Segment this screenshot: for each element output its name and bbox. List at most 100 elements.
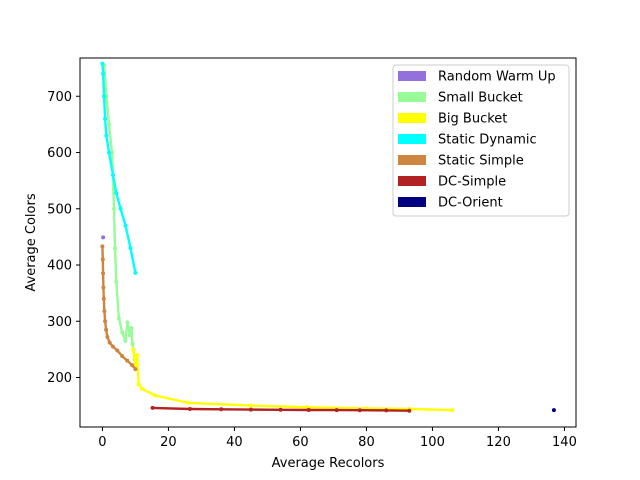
y-tick-label: 200 <box>47 371 72 386</box>
data-point-static-dynamic <box>111 173 115 177</box>
series-line-static-dynamic <box>101 62 137 275</box>
data-point-random-warm-up <box>101 235 106 240</box>
data-point-static-dynamic <box>128 246 133 251</box>
data-point-small-bucket <box>125 320 130 325</box>
x-tick-label: 120 <box>486 435 511 450</box>
data-point-dc-simple <box>407 408 412 413</box>
y-tick-label: 600 <box>47 146 72 161</box>
data-point-dc-simple <box>219 407 224 412</box>
data-point-small-bucket <box>110 150 114 155</box>
data-point-small-bucket <box>107 122 111 127</box>
data-point-static-simple <box>133 367 138 372</box>
plot-layer <box>100 61 556 413</box>
series-static-dynamic <box>100 61 138 275</box>
data-point-small-bucket <box>130 341 135 346</box>
data-point-small-bucket <box>112 206 116 211</box>
data-point-static-dynamic <box>107 150 111 155</box>
legend-swatch-random-warm-up <box>398 71 426 81</box>
y-tick-label: 700 <box>47 90 72 105</box>
data-point-static-simple <box>101 285 106 290</box>
data-point-dc-simple <box>187 407 192 411</box>
x-tick-label: 0 <box>98 435 106 450</box>
data-point-static-simple <box>103 319 108 324</box>
data-point-dc-simple <box>306 408 311 412</box>
y-axis-ticks: 200 300 400 500 600 700 <box>47 90 80 386</box>
data-point-static-dynamic <box>100 61 105 66</box>
x-tick-label: 100 <box>420 435 445 450</box>
series-dc-orient <box>551 408 556 413</box>
data-point-big-bucket <box>135 353 140 357</box>
x-tick-label: 20 <box>160 435 177 450</box>
data-point-big-bucket <box>131 347 136 352</box>
data-point-static-simple <box>111 344 115 349</box>
data-point-big-bucket <box>450 408 455 413</box>
data-point-static-simple <box>102 309 107 314</box>
data-point-static-simple <box>100 257 105 262</box>
data-point-static-dynamic <box>123 223 128 228</box>
plot-frame <box>79 57 577 428</box>
data-point-static-dynamic <box>104 133 109 138</box>
data-point-static-simple <box>130 363 135 368</box>
data-point-static-dynamic <box>101 71 106 76</box>
series-dc-simple <box>150 405 412 413</box>
data-point-static-dynamic <box>133 270 138 275</box>
data-point-static-simple <box>100 244 105 249</box>
series-small-bucket <box>102 63 137 362</box>
series-line-dc-simple <box>151 406 411 412</box>
legend-label-big-bucket: Big Bucket <box>438 112 507 127</box>
legend-label-static-dynamic: Static Dynamic <box>438 133 537 148</box>
data-point-big-bucket <box>153 393 158 398</box>
data-point-static-simple <box>115 348 120 353</box>
data-point-static-simple <box>105 335 110 339</box>
data-point-big-bucket <box>186 400 191 405</box>
data-point-static-simple <box>125 358 130 363</box>
x-tick-label: 80 <box>358 435 375 450</box>
data-point-static-dynamic <box>102 94 107 99</box>
legend-label-small-bucket: Small Bucket <box>438 91 523 106</box>
series-static-simple <box>100 244 138 372</box>
x-tick-label: 140 <box>552 435 577 450</box>
series-big-bucket <box>131 347 455 413</box>
data-point-small-bucket <box>116 316 121 321</box>
data-point-small-bucket <box>127 333 132 338</box>
data-point-dc-simple <box>357 408 362 413</box>
legend-label-dc-orient: DC-Orient <box>438 196 503 211</box>
data-point-static-simple <box>120 354 125 359</box>
series-random-warm-up <box>101 235 106 240</box>
data-point-dc-simple <box>248 407 253 412</box>
data-point-dc-simple <box>278 407 283 412</box>
x-tick-label: 60 <box>292 435 309 450</box>
data-point-static-simple <box>107 340 112 345</box>
data-point-dc-simple <box>384 408 389 413</box>
data-point-dc-simple <box>150 405 155 410</box>
data-point-static-dynamic <box>103 116 108 121</box>
y-tick-label: 400 <box>47 259 72 274</box>
data-point-small-bucket <box>113 246 117 251</box>
legend-swatch-dc-simple <box>398 176 426 186</box>
x-tick-label: 40 <box>226 435 243 450</box>
legend-swatch-big-bucket <box>398 113 426 123</box>
data-point-big-bucket <box>140 386 144 391</box>
legend-label-random-warm-up: Random Warm Up <box>438 70 556 85</box>
data-point-big-bucket <box>248 403 253 408</box>
data-point-small-bucket <box>129 326 134 330</box>
data-point-small-bucket <box>123 338 128 343</box>
data-point-big-bucket <box>136 382 141 387</box>
legend-label-dc-simple: DC-Simple <box>438 175 506 190</box>
data-point-static-simple <box>101 271 106 276</box>
data-point-static-simple <box>104 327 109 332</box>
legend: Random Warm Up Small Bucket Big Bucket Stat… <box>392 64 570 217</box>
legend-swatch-static-dynamic <box>398 134 426 144</box>
data-point-static-simple <box>101 296 106 301</box>
legend-swatch-static-simple <box>398 155 426 165</box>
data-point-static-dynamic <box>114 191 119 195</box>
data-point-static-dynamic <box>118 206 123 211</box>
legend-label-static-simple: Static Simple <box>438 154 524 169</box>
legend-swatch-small-bucket <box>398 92 426 102</box>
series-line-small-bucket <box>102 64 136 361</box>
series-line-static-simple <box>101 245 137 371</box>
x-axis-ticks: 0 20 40 60 80 100 120 140 <box>98 427 577 450</box>
legend-box <box>392 64 570 217</box>
x-axis-label: Average Recolors <box>272 456 385 471</box>
